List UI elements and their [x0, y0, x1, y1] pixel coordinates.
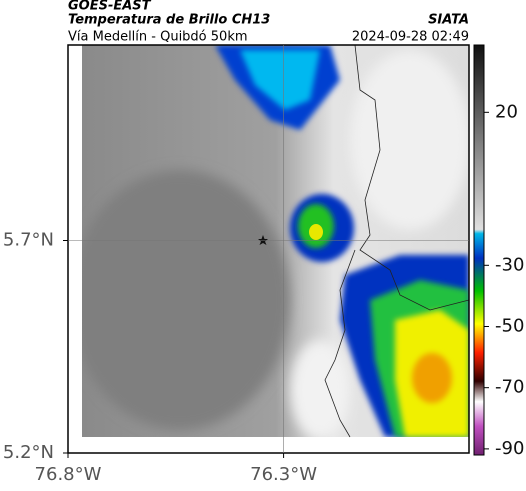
x-tick-label: 76.8°W: [35, 464, 102, 485]
source: GOES-EAST: [68, 0, 152, 14]
x-tick-label: 76.3°W: [250, 464, 317, 485]
location-marker: [258, 235, 268, 245]
y-tick-label: 5.7°N: [3, 230, 54, 251]
y-tick-label: 5.2°N: [3, 442, 54, 463]
colorbar-tick-label: -30: [495, 254, 524, 275]
map-frame: [67, 44, 470, 454]
boundaries: [324, 44, 470, 438]
colorbar-tick-label: -70: [495, 377, 524, 398]
colorbar-tick-label: -50: [495, 315, 524, 336]
colorbar: [473, 44, 485, 456]
subtitle: Vía Medellín - Quibdó 50km: [68, 30, 248, 45]
brand: SIATA: [428, 13, 469, 28]
colorbar-tick-label: 20: [495, 101, 518, 122]
timestamp: 2024-09-28 02:49: [352, 30, 469, 45]
satellite-image: [82, 45, 469, 437]
colorbar-tick-label: -90: [495, 438, 524, 459]
title: Temperatura de Brillo CH13: [68, 13, 270, 28]
